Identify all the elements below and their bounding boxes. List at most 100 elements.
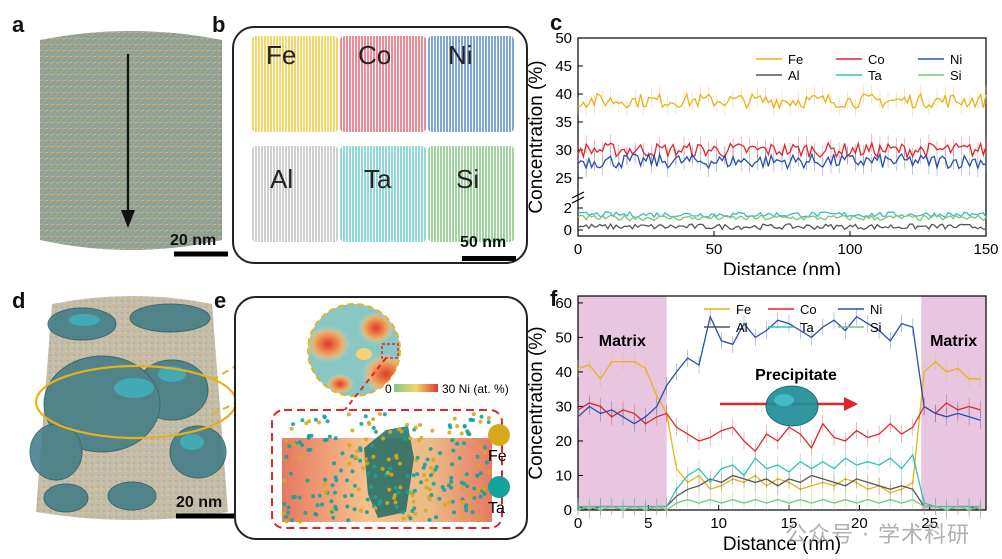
legend-label-f: Co: [800, 302, 817, 317]
atom: [482, 450, 487, 455]
ytick-label-f: 10: [555, 467, 572, 484]
atom: [323, 481, 328, 486]
atom: [306, 435, 311, 440]
legend-label-f: Si: [870, 320, 882, 335]
atom: [331, 515, 336, 520]
ytick-label-c: 45: [555, 58, 572, 75]
atom: [398, 485, 403, 490]
atom: [317, 493, 322, 498]
atom: [422, 462, 427, 467]
atom: [373, 495, 377, 500]
atom: [389, 472, 394, 477]
xlabel-f: Distance (nm): [723, 534, 841, 555]
legend-ta-label: Ta: [488, 500, 505, 517]
atom: [447, 430, 452, 435]
atom: [452, 510, 456, 515]
label-co: Co: [358, 40, 392, 70]
series-line-c-ta: [577, 210, 987, 219]
series-line-c-ni: [577, 151, 987, 171]
atom: [428, 447, 433, 451]
atom: [345, 504, 350, 509]
atom: [430, 428, 435, 433]
atom: [486, 416, 491, 420]
atom: [392, 495, 397, 500]
atom: [363, 414, 368, 419]
atom: [429, 473, 433, 478]
atom: [447, 423, 452, 428]
atom: [332, 461, 337, 466]
atom: [363, 457, 368, 461]
atom: [415, 455, 420, 460]
atom: [334, 478, 339, 483]
panel-label-d: d: [12, 288, 26, 313]
atom: [476, 464, 481, 469]
ytick-label-c: 25: [555, 170, 572, 187]
atom: [311, 494, 316, 499]
atom: [358, 446, 363, 451]
atom: [413, 511, 418, 516]
atom: [327, 434, 332, 439]
chart-f: Matrix Matrix 0 10 20 30 40 50 60 0 5 10 15 20 25 Dista…: [526, 295, 987, 555]
xtick-label-f: 20: [851, 515, 868, 532]
atom: [370, 443, 375, 448]
legend-label-f: Ta: [800, 320, 815, 335]
apt-precipitates-d: 20 nm: [22, 292, 242, 524]
xtick-label-f: 15: [781, 515, 798, 532]
atom: [356, 487, 361, 492]
atom: [431, 457, 436, 462]
atom: [429, 465, 434, 470]
atom: [284, 438, 289, 443]
xtick-label-f: 0: [574, 515, 582, 532]
atom: [462, 424, 467, 429]
atom: [320, 502, 324, 507]
atom: [284, 519, 289, 524]
precipitate-highlight: [774, 394, 794, 406]
atom: [284, 454, 289, 459]
matrix-region: [921, 296, 986, 510]
atom: [451, 448, 456, 453]
atom: [349, 493, 354, 498]
atom: [404, 426, 409, 431]
atom: [450, 462, 455, 467]
axis-break-mark: [571, 191, 585, 199]
atom: [371, 417, 376, 422]
atom: [461, 515, 466, 520]
label-fe: Fe: [266, 40, 297, 70]
atom: [340, 451, 345, 456]
atom: [371, 426, 376, 430]
ytick-label-c: 50: [555, 30, 572, 47]
atom: [447, 500, 452, 505]
atom: [412, 506, 417, 511]
scale-label-a: 20 nm: [170, 232, 217, 249]
tile-co: [340, 36, 426, 132]
atom: [333, 490, 338, 495]
atom: [427, 487, 432, 492]
atom: [372, 464, 377, 469]
atom: [381, 436, 386, 441]
atom: [385, 500, 390, 505]
atom: [397, 461, 402, 466]
ytick-label-c: 40: [555, 86, 572, 103]
atom: [464, 508, 469, 513]
atom: [394, 505, 399, 509]
atom: [427, 517, 432, 522]
atom: [286, 505, 291, 510]
atom: [323, 477, 328, 482]
region-label: Matrix: [599, 333, 646, 350]
xtick-label-f: 25: [921, 515, 938, 532]
legend-label-f: Ni: [870, 302, 882, 317]
atom: [388, 429, 393, 434]
atom: [469, 504, 473, 509]
atom: [440, 485, 445, 489]
legend-label-f: Fe: [736, 302, 751, 317]
tile-ta: [340, 146, 426, 242]
atom: [289, 426, 294, 431]
apt-reconstruction-a: 20 nm: [32, 26, 230, 258]
panel-label-c: c: [550, 10, 563, 35]
atom: [401, 510, 405, 515]
atom: [365, 471, 370, 476]
atom: [399, 429, 404, 434]
atom: [374, 429, 378, 434]
atom: [333, 436, 338, 441]
precipitate-glyph: [765, 385, 819, 427]
